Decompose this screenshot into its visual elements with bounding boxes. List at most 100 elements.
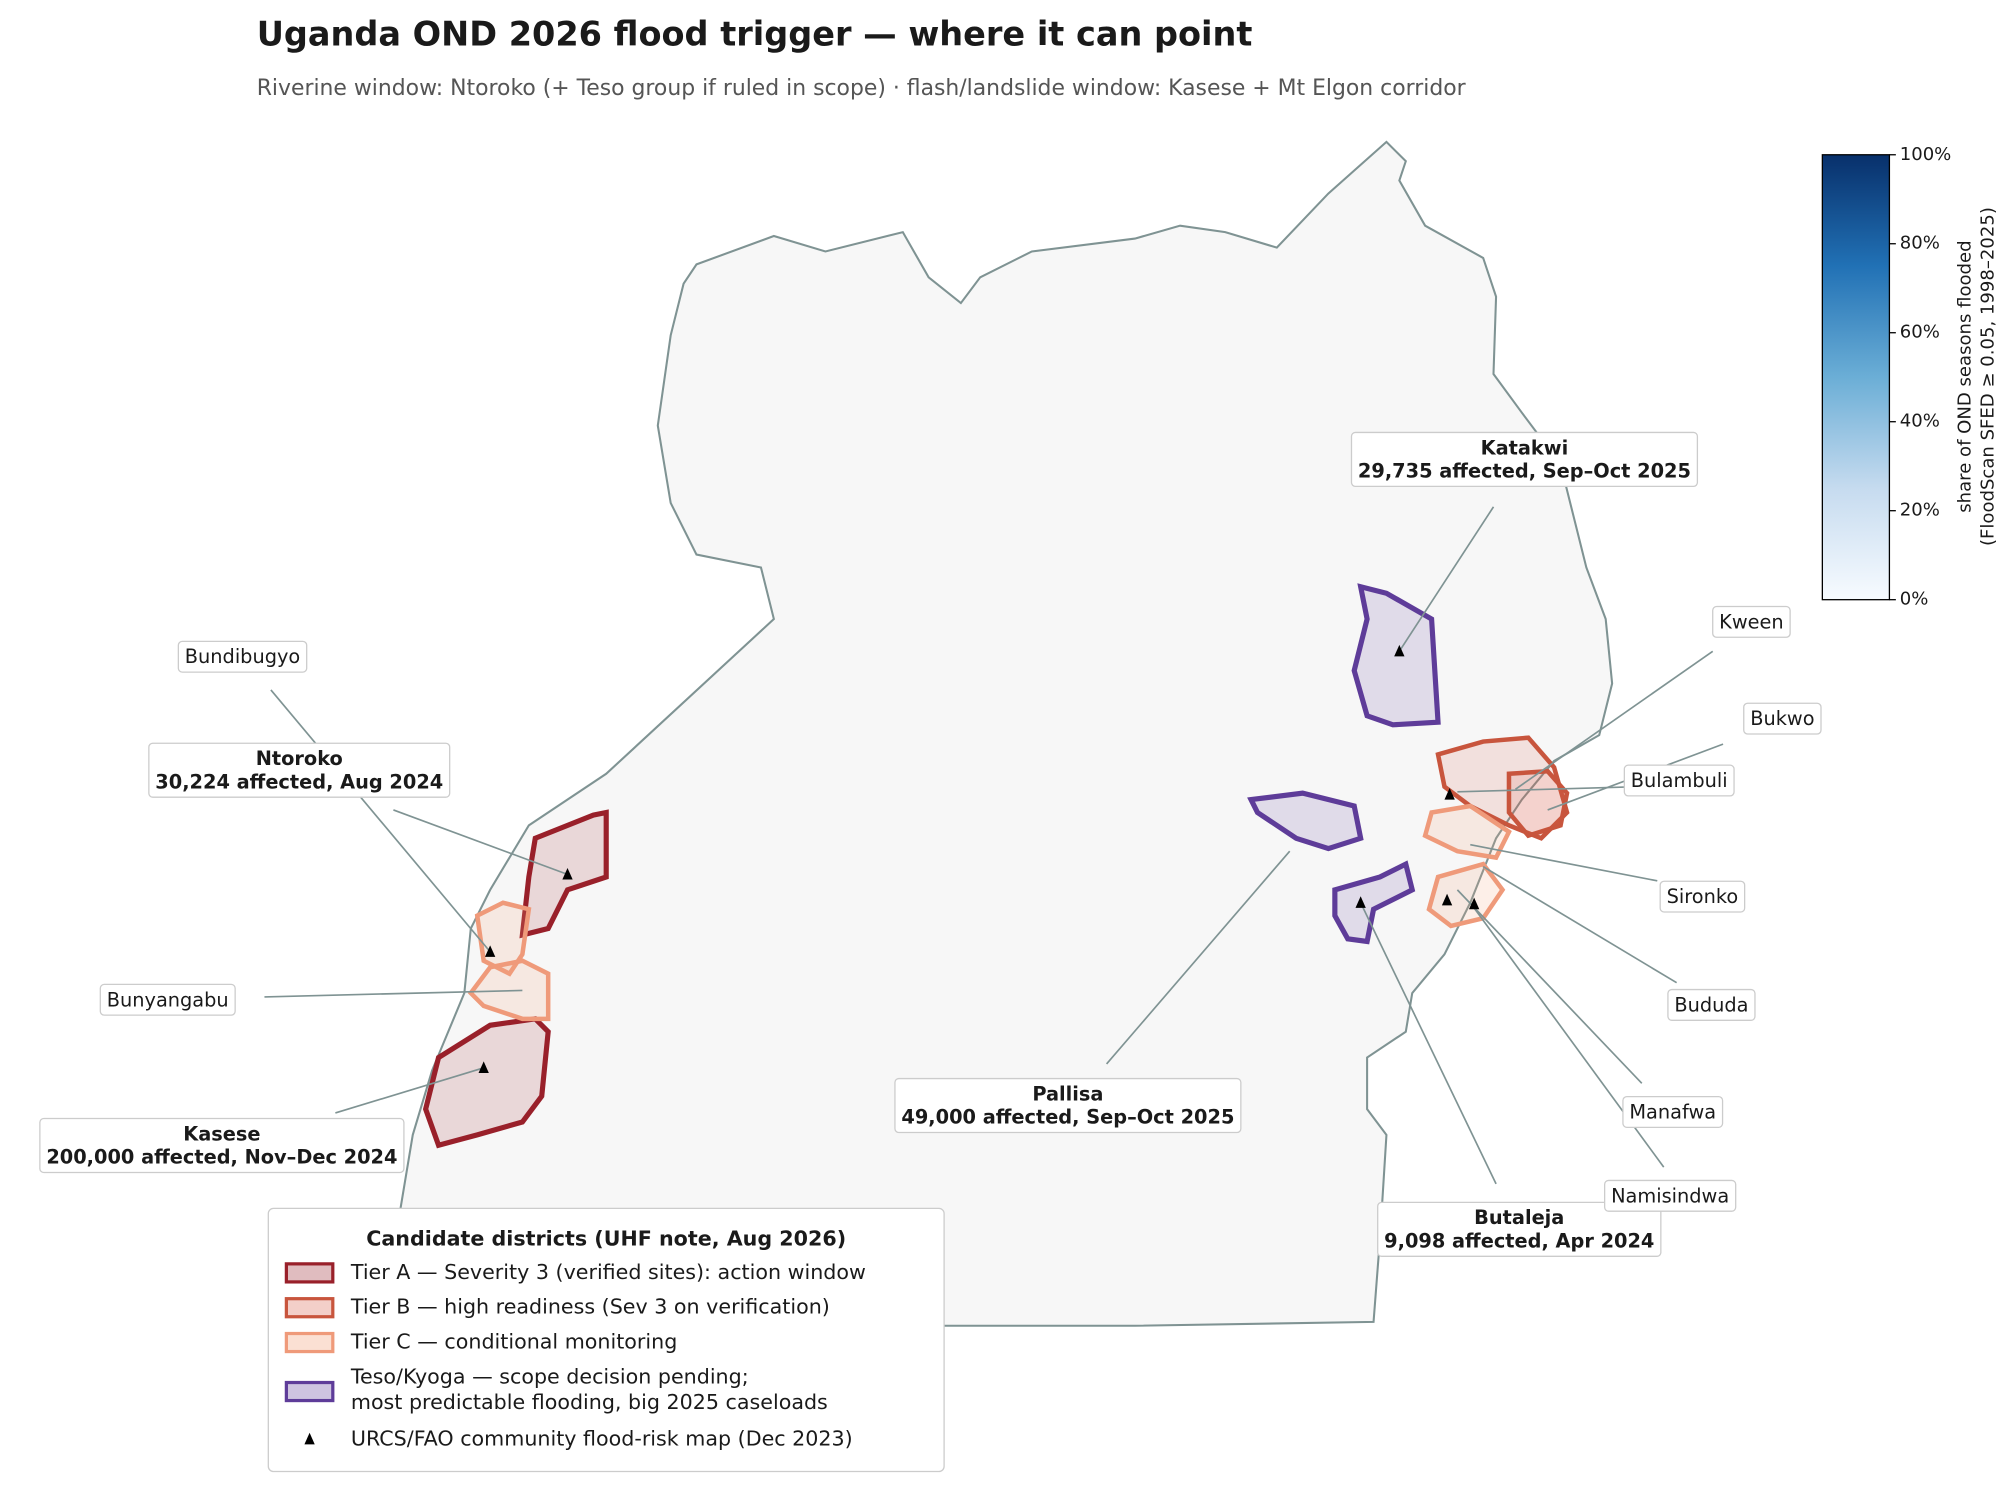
legend-label: Teso/Kyoga — scope decision pending;	[350, 1364, 749, 1388]
legend-label: URCS/FAO community flood-risk map (Dec 2…	[351, 1426, 853, 1450]
district-bududa	[1426, 861, 1506, 929]
flood-risk-marker	[484, 945, 496, 957]
district-sironko	[1422, 803, 1512, 861]
annotation-detail: 29,735 affected, Sep–Oct 2025	[1358, 460, 1691, 483]
flood-risk-marker	[1468, 897, 1480, 910]
colorbar-tick-label: 60%	[1900, 322, 1940, 343]
annotation-name: Bududa	[1674, 993, 1748, 1016]
annotation-box	[148, 742, 451, 798]
annotation: Sironko	[1659, 880, 1746, 913]
colorbar-label-line: (FloodScan SFED ≥ 0.05, 1998–2025)	[1978, 207, 1999, 546]
annotation-box	[1712, 605, 1791, 638]
annotation-detail: 9,098 affected, Apr 2024	[1384, 1229, 1654, 1252]
colorbar-tick-label: 100%	[1900, 144, 1952, 165]
annotation-name: Kween	[1719, 610, 1784, 633]
flood-risk-marker	[1355, 896, 1366, 908]
annotation: Kween	[1712, 605, 1791, 638]
flood-risk-marker	[1441, 893, 1453, 906]
legend-title: Candidate districts (UHF note, Aug 2026)	[366, 1226, 846, 1250]
colorbar-tick-label: 40%	[1900, 411, 1940, 432]
colorbar-label: share of OND seasons flooded (FloodScan …	[1955, 207, 1999, 546]
legend-label: Tier A — Severity 3 (verified sites): ac…	[350, 1260, 866, 1284]
annotation-name: Bundibugyo	[185, 645, 300, 668]
leader-line	[1398, 506, 1495, 652]
colorbar-tick-label: 0%	[1900, 589, 1929, 610]
district-butaleja	[1332, 860, 1416, 945]
leader-line	[270, 689, 491, 953]
colorbar-label-line: share of OND seasons flooded	[1955, 240, 1976, 512]
legend-patch	[284, 1262, 335, 1284]
legend-label: Tier B — high readiness (Sev 3 on verifi…	[350, 1295, 830, 1319]
annotation-name: Katakwi	[1481, 436, 1569, 459]
leader-line	[1359, 902, 1497, 1185]
annotation: Namisindwa	[1604, 1179, 1737, 1212]
flood-risk-marker	[562, 867, 573, 880]
district-bukwo	[1506, 768, 1570, 839]
annotation-name: Bukwo	[1750, 707, 1814, 730]
annotation-box	[1377, 1201, 1662, 1257]
annotation-box	[1350, 431, 1699, 488]
annotation: Manafwa	[1622, 1095, 1724, 1128]
country-outline	[398, 140, 1614, 1330]
leader-line	[1470, 843, 1658, 882]
legend-patch	[284, 1380, 335, 1403]
annotation-detail: 30,224 affected, Aug 2024	[155, 770, 443, 793]
colorbar-tick-label: 20%	[1900, 500, 1940, 521]
annotation-detail: 49,000 affected, Sep–Oct 2025	[901, 1106, 1234, 1129]
legend-patch	[284, 1297, 335, 1319]
annotation-box	[39, 1117, 405, 1174]
district-kasese	[422, 1016, 551, 1149]
annotation-name: Namisindwa	[1611, 1184, 1729, 1207]
district-pallisa	[1247, 790, 1364, 852]
annotation-name: Pallisa	[1032, 1082, 1103, 1105]
flood-risk-marker	[478, 1061, 489, 1073]
colorbar-tick-label: 80%	[1900, 233, 1940, 254]
annotation: Bududa	[1667, 988, 1756, 1021]
leader-line	[1457, 785, 1638, 793]
annotation-name: Bunyangabu	[107, 988, 229, 1011]
leader-line	[1514, 650, 1714, 790]
leader-line	[1482, 865, 1678, 984]
leader-line	[1456, 889, 1643, 1084]
annotation-name: Butaleja	[1474, 1206, 1564, 1229]
annotation: Bukwo	[1743, 702, 1822, 735]
leader-line	[264, 989, 523, 998]
leader-line	[393, 809, 568, 876]
annotation-name: Bulambuli	[1631, 769, 1728, 792]
annotation-name: Ntoroko	[256, 747, 343, 770]
annotation: Bunyangabu	[99, 983, 236, 1016]
leader-line	[335, 1067, 484, 1114]
annotation-box	[1623, 764, 1735, 797]
annotation-box	[99, 983, 236, 1016]
annotation-box	[177, 640, 308, 673]
annotation-name: Sironko	[1667, 885, 1739, 908]
leader-line	[1105, 850, 1291, 1065]
annotation-box	[1659, 880, 1746, 913]
flood-risk-marker	[1394, 644, 1405, 657]
annotation-box	[1743, 702, 1822, 735]
annotation-box	[894, 1077, 1242, 1134]
annotation-box	[1604, 1179, 1737, 1212]
annotation-box	[1667, 988, 1756, 1021]
flood-risk-marker	[1444, 787, 1455, 800]
legend-patch	[284, 1331, 335, 1354]
colorbar	[1821, 154, 1891, 601]
annotation-detail: 200,000 affected, Nov–Dec 2024	[46, 1146, 397, 1169]
district-bunyangabu	[467, 958, 551, 1022]
annotation: Bundibugyo	[177, 640, 308, 673]
subtitle: Riverine window: Ntoroko (+ Teso group i…	[257, 76, 1466, 101]
legend-label: most predictable flooding, big 2025 case…	[351, 1390, 828, 1414]
annotation-name: Manafwa	[1629, 1100, 1716, 1123]
districts	[422, 583, 1570, 1149]
title: Uganda OND 2026 flood trigger — where it…	[257, 15, 1253, 54]
annotation-name: Kasese	[183, 1122, 260, 1145]
legend-marker	[304, 1432, 315, 1445]
annotation-box	[1622, 1095, 1724, 1128]
